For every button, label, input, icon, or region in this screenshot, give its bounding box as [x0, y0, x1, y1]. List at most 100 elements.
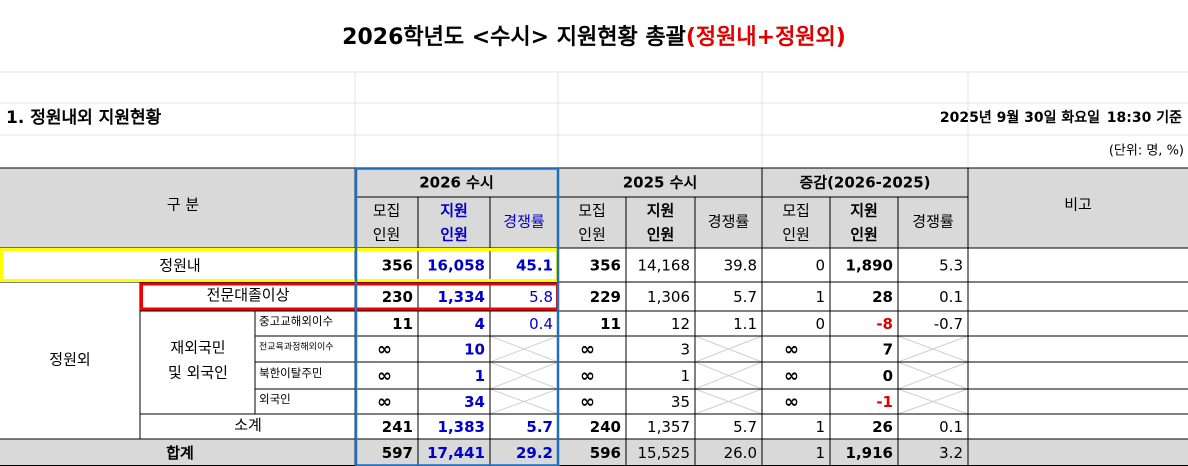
cross-mark	[489, 388, 559, 415]
sub-header: 인원	[850, 226, 878, 244]
cell-value: 10	[464, 341, 485, 359]
sub-header: 모집	[373, 202, 401, 220]
sub-header: 경쟁률	[503, 213, 545, 231]
cell-value: 0.1	[939, 418, 963, 436]
sub-header: 경쟁률	[912, 213, 954, 231]
date: 2025년 9월 30일 화요일	[940, 109, 1100, 126]
cell-value: 45.1	[516, 257, 553, 275]
group-header: 2025 수시	[623, 174, 698, 192]
cell-value: 4	[475, 315, 485, 333]
group-header: 증감(2026-2025)	[799, 174, 930, 192]
cell-value: 28	[872, 288, 893, 306]
cell-value: ∞	[784, 366, 799, 387]
cell-value: 240	[590, 418, 621, 436]
cell-value: 1,306	[647, 288, 690, 306]
cell-value: 29.2	[516, 444, 553, 462]
cell-value: 1	[815, 418, 825, 436]
row-label: 소계	[234, 416, 262, 434]
cell-value: ∞	[377, 339, 392, 360]
cell-value: 11	[600, 315, 621, 333]
cell-value: -0.7	[934, 315, 963, 333]
cell-value: 5.7	[733, 418, 757, 436]
cell-value: 1	[815, 444, 825, 462]
cell-value: ∞	[580, 366, 595, 387]
cell-value: 1,383	[438, 418, 485, 436]
group-header: 2026 수시	[419, 174, 494, 192]
cell-value: 1,916	[846, 444, 893, 462]
cross-mark	[897, 335, 969, 363]
cross-mark	[489, 335, 559, 363]
cell-value: 0	[883, 367, 893, 385]
cell-value: -8	[876, 315, 893, 333]
cell-value: 14,168	[638, 257, 691, 275]
cell-value: 15,525	[638, 444, 691, 462]
cell-value: 17,441	[427, 444, 485, 462]
title-text: 2026학년도 <수시> 지원현황 총괄	[342, 25, 686, 50]
cell-value: 5.7	[733, 288, 757, 306]
sub-header: 인원	[647, 226, 675, 244]
cell-value: 1,334	[438, 288, 485, 306]
row-label: 외국인	[259, 392, 291, 406]
cell-value: 0	[815, 257, 825, 275]
cell-value: 16,058	[427, 257, 485, 275]
corner-label: 구 분	[167, 196, 200, 214]
title: 2026학년도 <수시> 지원현황 총괄(정원내+정원외)	[342, 25, 846, 50]
cell-value: 26	[872, 418, 893, 436]
cell-value: ∞	[377, 392, 392, 413]
cell-value: 597	[382, 444, 413, 462]
cell-value: 7	[883, 341, 893, 359]
row-label: 북한이탈주민	[259, 366, 322, 380]
cell-value: ∞	[784, 339, 799, 360]
sub-header: 인원	[782, 226, 810, 244]
unit: (단위: 명, %)	[1109, 144, 1184, 159]
cell-value: 11	[392, 315, 413, 333]
cell-value: 3.2	[939, 444, 963, 462]
cell-value: 35	[671, 393, 690, 411]
row-label: 전교육과정해외이수	[259, 341, 334, 353]
cell-value: -1	[876, 393, 893, 411]
cell-value: 26.0	[724, 444, 757, 462]
cell-value: 0.1	[939, 288, 963, 306]
sub-header: 인원	[440, 226, 468, 244]
highlight-box	[140, 282, 559, 311]
cross-mark	[489, 361, 559, 390]
side-label: 정원외	[49, 351, 90, 369]
section-title: 1. 정원내외 지원현황	[6, 108, 162, 128]
row-label: 중고교해외이수	[259, 314, 333, 328]
cell-value: 356	[382, 257, 413, 275]
cell-value: 3	[680, 341, 690, 359]
cell-value: ∞	[377, 366, 392, 387]
cell-value: 356	[590, 257, 621, 275]
cell-value: ∞	[580, 392, 595, 413]
row-label: 합계	[166, 444, 194, 462]
sub-header: 모집	[578, 202, 606, 220]
cross-mark	[897, 388, 969, 415]
cell-value: 1,357	[647, 418, 690, 436]
cell-value: 34	[464, 393, 485, 411]
side-label: 및 외국인	[168, 364, 228, 382]
cell-value: 1	[815, 288, 825, 306]
cell-value: 241	[382, 418, 413, 436]
cell-value: 596	[590, 444, 621, 462]
cell-value: 0	[815, 315, 825, 333]
cell-value: 5.7	[526, 418, 553, 436]
cell-value: 1,890	[846, 257, 893, 275]
cell-value: 1.1	[733, 315, 757, 333]
cell-value: 5.3	[939, 257, 963, 275]
cross-mark	[694, 361, 763, 390]
sub-header: 경쟁률	[708, 213, 750, 231]
sub-header: 지원	[440, 202, 468, 220]
total-bg	[0, 439, 1188, 466]
cell-value: 230	[382, 288, 413, 306]
title-highlight: (정원내+정원외)	[686, 25, 846, 50]
row-label: 정원내	[159, 257, 200, 275]
cell-value: ∞	[784, 392, 799, 413]
sub-header: 인원	[578, 226, 606, 244]
cell-value: 12	[671, 315, 690, 333]
time: 18:30 기준	[1107, 110, 1182, 126]
cell-value: ∞	[580, 339, 595, 360]
cell-value: 229	[590, 288, 621, 306]
note-header: 비고	[1064, 196, 1092, 214]
